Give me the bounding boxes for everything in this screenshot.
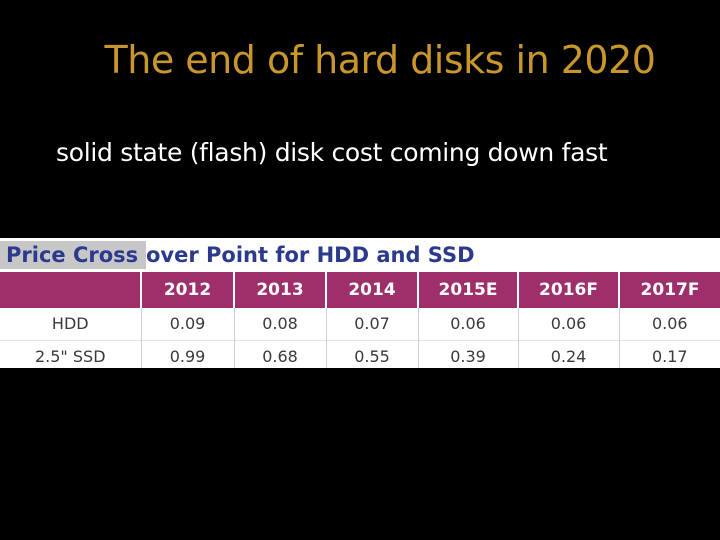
column-header: 2013 (233, 272, 326, 308)
column-header: 2017F (618, 272, 720, 308)
row-label: HDD (51, 314, 89, 334)
table-header-row: 2012 2013 2014 2015E 2016F 2017F (0, 272, 720, 308)
table-cell: 0.55 (325, 339, 418, 368)
table-cell: 0.06 (618, 308, 720, 340)
table-cell: 0.17 (618, 339, 720, 368)
table-cell: 0.08 (233, 308, 326, 340)
column-header: 2016F (517, 272, 619, 308)
table-row: 2.5" SSD 0.99 0.68 0.55 0.39 0.24 0.17 (0, 339, 720, 368)
table-cell: 0.39 (417, 339, 518, 368)
price-table: 2012 2013 2014 2015E 2016F 2017F HDD 0.0… (0, 272, 720, 368)
table-row: HDD 0.09 0.08 0.07 0.06 0.06 0.06 (0, 308, 720, 340)
table-cell: 0.24 (517, 339, 619, 368)
column-header (0, 272, 141, 308)
table-cell: 0.07 (325, 308, 418, 340)
table-caption-left: Price Cross (0, 241, 146, 269)
column-header: 2015E (417, 272, 518, 308)
table-cell: 0.06 (417, 308, 518, 340)
table-caption-right: over Point for HDD and SSD (146, 243, 475, 267)
slide-title: The end of hard disks in 2020 (104, 38, 656, 82)
table-caption: Price Cross over Point for HDD and SSD (0, 238, 720, 272)
column-header: 2014 (325, 272, 418, 308)
table-cell: 0.09 (140, 308, 234, 340)
table-cell: 0.06 (517, 308, 619, 340)
table-cell: 0.68 (233, 339, 326, 368)
price-table-image: Price Cross over Point for HDD and SSD 2… (0, 238, 720, 368)
row-label: 2.5" SSD (0, 339, 141, 368)
slide-subtitle: solid state (flash) disk cost coming dow… (56, 138, 608, 167)
column-header: 2012 (140, 272, 234, 308)
table-cell: 0.99 (140, 339, 234, 368)
